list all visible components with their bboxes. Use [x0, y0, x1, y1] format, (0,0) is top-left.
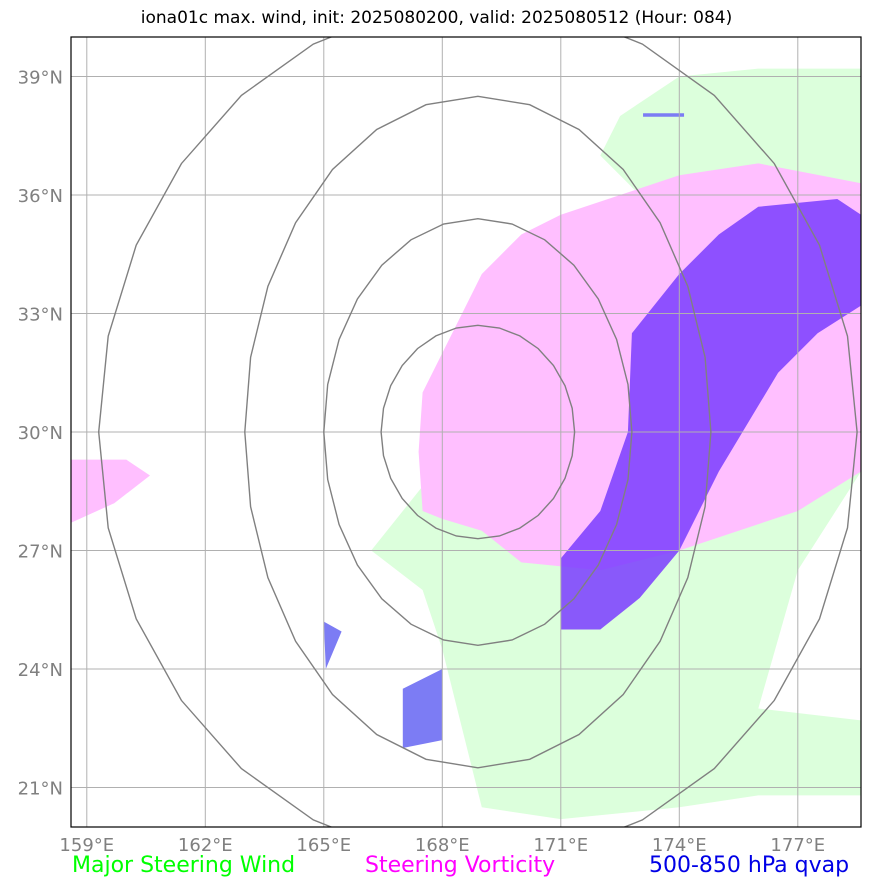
lat-tick-label: 21°N: [18, 779, 63, 800]
lon-tick-label: 168°E: [415, 835, 470, 856]
lat-tick-label: 33°N: [18, 305, 63, 326]
wind-contour-ring: [97, 37, 858, 827]
lat-tick-label: 27°N: [18, 542, 63, 563]
steering-vorticity-region-west: [71, 459, 150, 523]
lat-tick-label: 36°N: [18, 186, 63, 207]
qvap-region-small: [323, 621, 342, 669]
map-title: iona01c max. wind, init: 2025080200, val…: [140, 8, 733, 28]
lon-tick-label: 171°E: [533, 835, 588, 856]
map-frame: [70, 36, 862, 828]
lat-tick-label: 39°N: [18, 68, 63, 89]
qvap-region: [560, 199, 861, 630]
lat-tick-label: 30°N: [18, 423, 63, 444]
lon-tick-label: 162°E: [178, 835, 233, 856]
lat-tick-label: 24°N: [18, 660, 63, 681]
legend-steering-wind: Major Steering Wind: [72, 853, 296, 878]
wind-contour-ring: [380, 324, 576, 540]
legend-qvap: 500-850 hPa qvap: [649, 853, 850, 878]
qvap-region-small: [643, 113, 685, 117]
qvap-region-small: [402, 669, 443, 748]
wind-contour-ring: [244, 95, 712, 769]
wind-contour-ring: [323, 217, 633, 647]
lon-tick-label: 165°E: [296, 835, 351, 856]
lon-tick-label: 177°E: [770, 835, 825, 856]
lon-tick-label: 174°E: [652, 835, 707, 856]
lon-tick-label: 159°E: [59, 835, 114, 856]
legend-steering-vorticity: Steering Vorticity: [365, 853, 556, 878]
